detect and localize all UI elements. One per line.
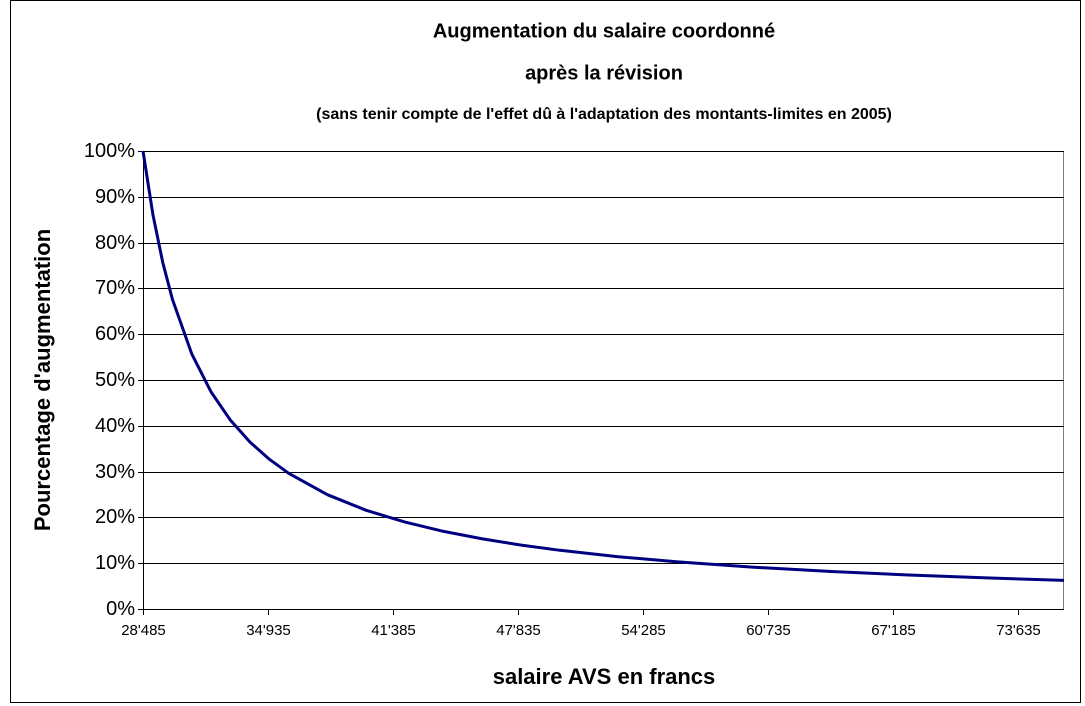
- chart-subtitle: après la révision: [525, 62, 683, 84]
- line-series: [141, 150, 1065, 582]
- x-tick-label: 60'735: [746, 622, 791, 639]
- y-tick-label: 20%: [95, 506, 135, 528]
- y-tick-label: 70%: [95, 277, 135, 299]
- x-tick-label: 41'385: [371, 622, 416, 639]
- y-tick-label: 90%: [95, 186, 135, 208]
- x-tick-label: 67'185: [871, 622, 916, 639]
- x-tick-label: 28'485: [121, 622, 166, 639]
- y-tick-label: 30%: [95, 461, 135, 483]
- y-tick-label: 0%: [106, 598, 135, 620]
- y-axis-title: Pourcentage d'augmentation: [30, 229, 55, 531]
- y-tick-label: 40%: [95, 415, 135, 437]
- x-tick-label: 54'285: [621, 622, 666, 639]
- y-tick-label: 100%: [84, 140, 135, 162]
- y-tick-label: 10%: [95, 552, 135, 574]
- chart-title: Augmentation du salaire coordonné: [433, 20, 775, 42]
- x-tick-label: 34'935: [246, 622, 291, 639]
- x-tick-label: 73'635: [996, 622, 1041, 639]
- chart-annotation: (sans tenir compte de l'effet dû à l'ada…: [316, 106, 892, 123]
- x-tick-label: 47'835: [496, 622, 541, 639]
- x-axis-title: salaire AVS en francs: [493, 664, 716, 689]
- chart-frame: [10, 0, 1081, 703]
- y-tick-label: 50%: [95, 369, 135, 391]
- y-tick-label: 80%: [95, 232, 135, 254]
- y-tick-label: 60%: [95, 323, 135, 345]
